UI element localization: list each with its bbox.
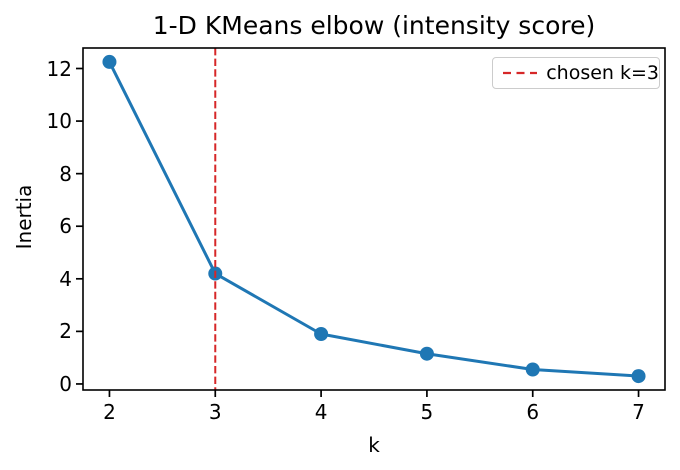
y-tick-label: 12 [46,56,72,81]
x-tick-label: 3 [208,400,222,424]
legend: chosen k=3 [492,57,660,89]
data-point-marker [419,346,434,361]
axes-frame [82,47,666,391]
x-axis-label: k [368,433,380,457]
x-tick-label: 5 [420,400,434,424]
chart-title: 1-D KMeans elbow (intensity score) [152,11,596,40]
legend-label: chosen k=3 [546,62,659,84]
y-tick-label: 8 [59,161,72,186]
data-point-marker [102,54,117,69]
x-tick-label: 2 [103,400,116,424]
data-point-marker [631,369,646,384]
x-tick-label: 4 [314,400,328,424]
x-tick-label: 6 [526,400,540,424]
legend-dashed-line-icon [503,71,538,75]
y-tick-label: 2 [59,319,72,344]
y-tick-label: 0 [59,371,72,396]
inertia-line [107,60,641,378]
data-point-marker [314,327,329,342]
data-point-marker [525,362,540,377]
y-tick-label: 4 [59,266,72,291]
x-tick-label: 7 [632,400,645,424]
y-tick-label: 6 [59,214,72,239]
y-tick-label: 10 [46,109,72,134]
